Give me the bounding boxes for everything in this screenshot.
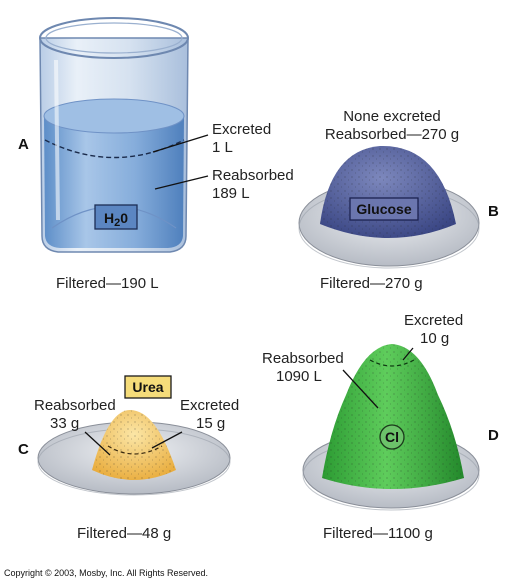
c-reabsorbed-value: 33 g xyxy=(50,415,79,432)
a-excreted-label: Excreted xyxy=(212,121,271,138)
leader-c-excreted xyxy=(151,431,183,449)
c-reabsorbed-label: Reabsorbed xyxy=(34,397,116,414)
beaker xyxy=(39,17,189,253)
urea-excreted-dashed-line xyxy=(107,445,163,455)
leader-a-excreted xyxy=(152,134,209,153)
cl-label-circle: Cl xyxy=(379,424,405,450)
panel-letter-c: C xyxy=(18,441,29,458)
h2o-h: H xyxy=(104,210,114,226)
panel-letter-a: A xyxy=(18,136,29,153)
glucose-mound xyxy=(320,145,456,238)
urea-label: Urea xyxy=(132,379,163,395)
b-none-excreted: None excreted xyxy=(343,108,441,125)
d-excreted-label: Excreted xyxy=(404,312,463,329)
excreted-dashed-line xyxy=(44,139,185,159)
d-reabsorbed-value: 1090 L xyxy=(276,368,322,385)
chloride-excreted-dashed-line xyxy=(369,359,415,367)
h2o-sub: 2 xyxy=(114,217,120,229)
b-reabsorbed: Reabsorbed—270 g xyxy=(325,126,459,143)
glucose-label-box: Glucose xyxy=(349,197,419,221)
urea-label-box: Urea xyxy=(124,375,172,399)
a-filtered-label: Filtered—190 L xyxy=(56,275,159,292)
glucose-label: Glucose xyxy=(356,201,411,217)
panel-a: A H20 Excreted 1 L Reabsorb xyxy=(18,17,294,292)
panel-c: C Urea Reabsorbed 33 g Excreted 15 g Fil… xyxy=(18,375,239,542)
panel-b: B Glucose None excreted Reabsorbed—270 g… xyxy=(298,108,499,292)
b-filtered-label: Filtered—270 g xyxy=(320,275,423,292)
copyright-notice: Copyright © 2003, Mosby, Inc. All Rights… xyxy=(4,568,208,578)
a-reabsorbed-label: Reabsorbed xyxy=(212,167,294,184)
water-fill xyxy=(44,116,184,248)
leader-a-reabsorbed xyxy=(154,175,209,190)
c-filtered-label: Filtered—48 g xyxy=(77,525,171,542)
panel-letter-d: D xyxy=(488,427,499,444)
c-excreted-value: 15 g xyxy=(196,415,225,432)
chloride-mound xyxy=(322,344,464,489)
svg-text:H20: H20 xyxy=(104,210,128,229)
leader-c-reabsorbed xyxy=(84,431,111,456)
cl-label: Cl xyxy=(385,429,399,445)
d-reabsorbed-label: Reabsorbed xyxy=(262,350,344,367)
h2o-o: 0 xyxy=(120,210,128,226)
a-excreted-value: 1 L xyxy=(212,139,233,156)
d-filtered-label: Filtered—1100 g xyxy=(323,525,433,542)
urea-mound xyxy=(92,410,176,480)
panel-d: D Cl Reabsorbed 1090 L Excreted 10 g Fil… xyxy=(262,312,499,542)
d-excreted-value: 10 g xyxy=(420,330,449,347)
panel-letter-b: B xyxy=(488,203,499,220)
leader-d-excreted xyxy=(402,347,414,361)
h2o-label-box: H20 xyxy=(94,204,138,230)
c-excreted-label: Excreted xyxy=(180,397,239,414)
a-reabsorbed-value: 189 L xyxy=(212,185,250,202)
leader-d-reabsorbed xyxy=(342,369,379,409)
